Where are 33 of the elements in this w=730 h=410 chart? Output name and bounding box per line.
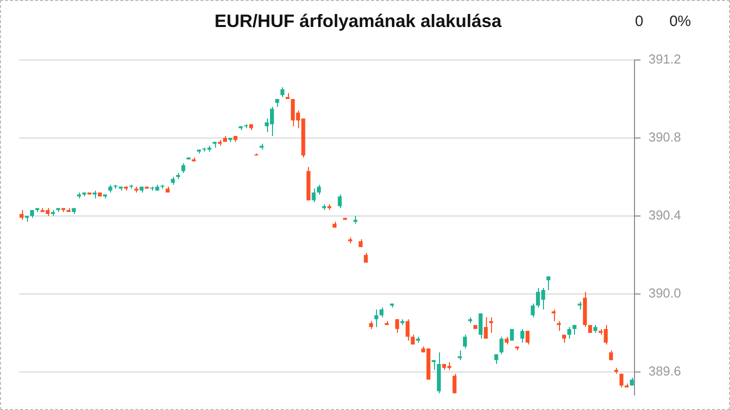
- candlestick: [526, 330, 530, 346]
- candlestick: [552, 308, 556, 322]
- candlestick: [181, 162, 186, 174]
- candlestick: [478, 312, 483, 340]
- candlestick: [432, 360, 436, 370]
- candlestick: [619, 373, 624, 388]
- text: 0: [634, 13, 644, 30]
- y-tick-label: 389.6: [648, 363, 682, 378]
- y-tick-label: 390.4: [648, 207, 682, 222]
- candlestick: [500, 336, 504, 355]
- candlestick: [280, 86, 284, 98]
- candlestick: [452, 373, 456, 394]
- candlestick: [312, 188, 316, 203]
- candlestick: [572, 324, 576, 336]
- candlestick: [530, 303, 535, 318]
- candlestick: [395, 318, 400, 334]
- y-tick-label: 391.2: [648, 52, 682, 67]
- candlestick: [463, 334, 467, 349]
- candlestick: [520, 328, 524, 344]
- candlestick: [546, 276, 550, 290]
- candlestick: [380, 307, 384, 318]
- y-tick-label: 390.0: [648, 285, 682, 300]
- candlestick: [556, 320, 561, 332]
- candlestick: [484, 316, 488, 340]
- chart-title: EUR/HUF árfolyamának alakulása: [214, 11, 502, 31]
- candlestick: [458, 350, 462, 361]
- candlestick: [316, 184, 321, 195]
- candlestick: [20, 210, 24, 220]
- y-tick-label: 390.8: [648, 130, 682, 145]
- candlestick: [406, 318, 410, 342]
- candlestick: [489, 316, 493, 334]
- text: 0%: [669, 13, 691, 30]
- candlestick: [567, 326, 572, 340]
